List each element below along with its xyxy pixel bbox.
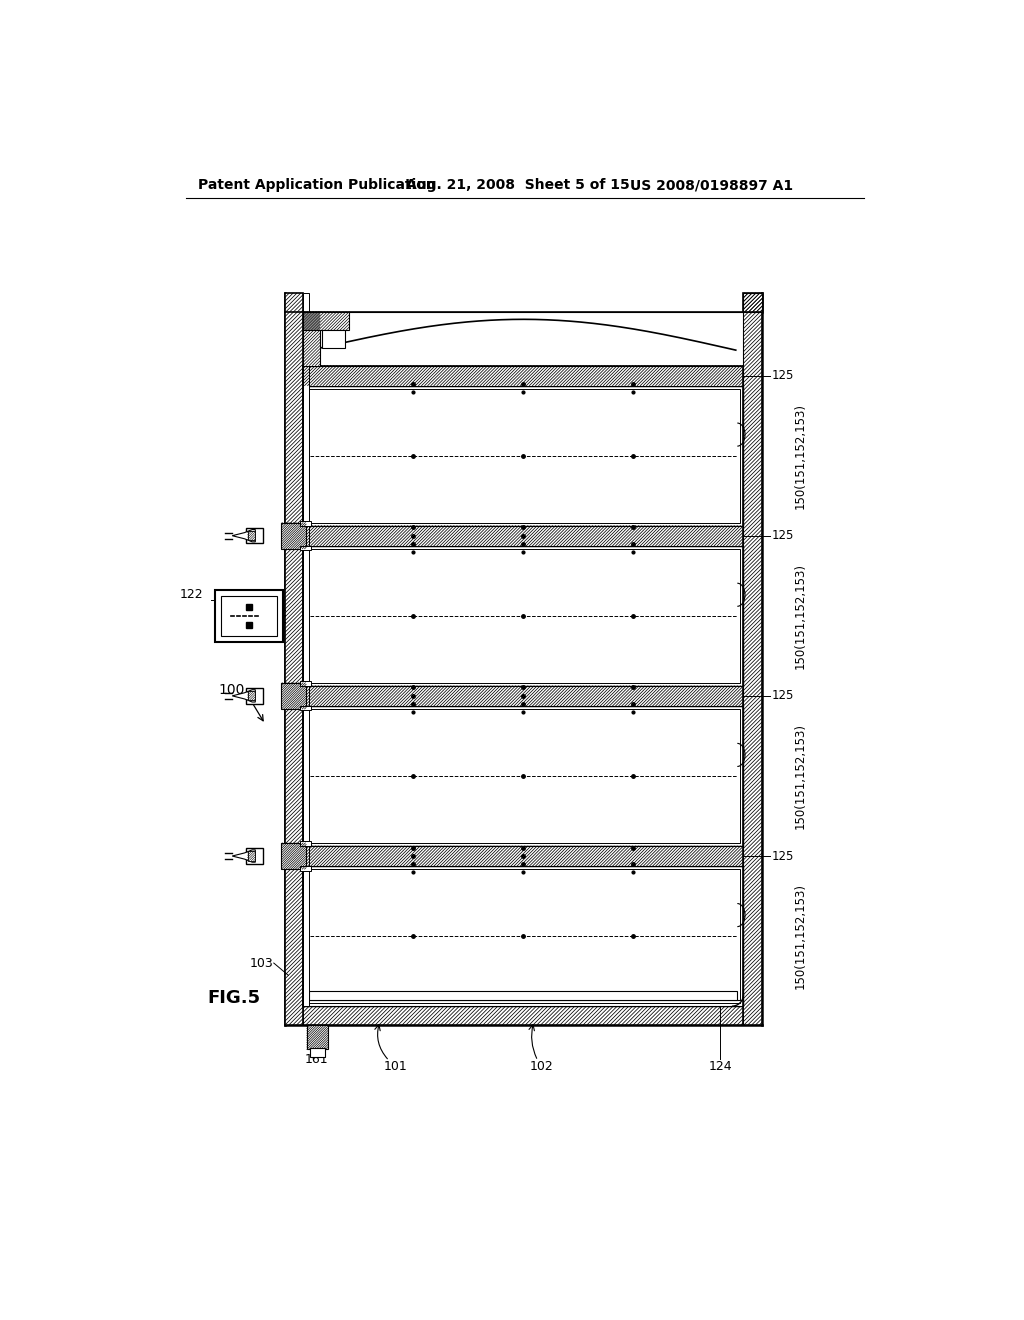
Bar <box>310 1048 326 1057</box>
Polygon shape <box>232 689 255 702</box>
Bar <box>300 681 310 686</box>
Bar <box>306 869 740 1003</box>
Bar <box>215 590 283 642</box>
Bar <box>309 991 737 1001</box>
Bar <box>306 549 740 682</box>
Bar <box>303 385 743 525</box>
Text: 125: 125 <box>771 689 794 702</box>
Text: 102: 102 <box>529 1060 554 1073</box>
Bar <box>743 293 762 1024</box>
Bar <box>306 388 740 523</box>
Text: 101: 101 <box>384 1060 408 1073</box>
Bar <box>246 849 263 863</box>
Bar <box>303 312 319 366</box>
Text: FIG.5: FIG.5 <box>208 989 261 1007</box>
Bar <box>248 531 255 540</box>
Bar <box>306 709 740 843</box>
Text: 100: 100 <box>218 682 245 697</box>
Bar <box>322 330 345 348</box>
Polygon shape <box>232 850 255 862</box>
Text: 103: 103 <box>249 957 273 970</box>
Bar <box>221 595 276 636</box>
Bar <box>300 841 310 846</box>
Bar <box>303 846 743 866</box>
Text: 161: 161 <box>305 1053 329 1065</box>
Bar <box>303 1001 743 1006</box>
Bar <box>307 1024 329 1049</box>
Bar <box>303 706 743 846</box>
Bar <box>246 528 263 544</box>
Bar <box>303 312 349 330</box>
Text: Aug. 21, 2008  Sheet 5 of 15: Aug. 21, 2008 Sheet 5 of 15 <box>407 178 630 193</box>
Text: 150(151,152,153): 150(151,152,153) <box>794 883 807 989</box>
Bar <box>303 866 743 1006</box>
Bar <box>282 682 306 709</box>
Bar <box>285 293 303 1024</box>
Bar <box>282 843 306 869</box>
Text: 122: 122 <box>180 587 204 601</box>
Bar <box>303 366 743 385</box>
Bar <box>248 692 255 701</box>
Text: 125: 125 <box>771 529 794 543</box>
Text: 125: 125 <box>771 370 794 381</box>
Text: Patent Application Publication: Patent Application Publication <box>199 178 436 193</box>
Bar <box>300 521 310 525</box>
Bar <box>303 525 743 545</box>
Bar <box>743 293 762 312</box>
Bar <box>300 545 310 550</box>
Text: US 2008/0198897 A1: US 2008/0198897 A1 <box>630 178 793 193</box>
Text: 150(151,152,153): 150(151,152,153) <box>794 403 807 508</box>
Bar <box>300 706 310 710</box>
Bar <box>303 1006 743 1024</box>
Bar <box>300 866 310 871</box>
Text: 124: 124 <box>709 1060 732 1073</box>
Bar <box>246 688 263 704</box>
Bar <box>248 851 255 861</box>
Text: 125: 125 <box>771 850 794 862</box>
Text: 150(151,152,153): 150(151,152,153) <box>794 562 807 669</box>
Bar <box>303 686 743 706</box>
Text: 150(151,152,153): 150(151,152,153) <box>794 723 807 829</box>
Bar <box>303 293 309 1006</box>
Bar <box>303 545 743 686</box>
Bar <box>303 312 743 366</box>
Polygon shape <box>232 529 255 543</box>
Bar <box>282 523 306 549</box>
